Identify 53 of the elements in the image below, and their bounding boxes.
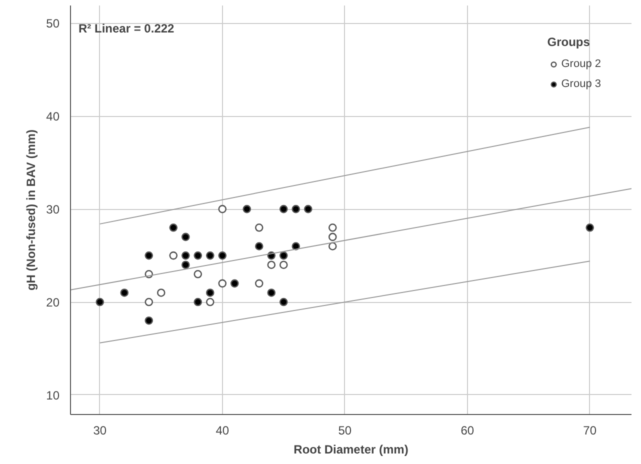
legend-label: Group 2 [561, 58, 601, 70]
point [230, 279, 239, 288]
y-axis-title: gH (Non-fused) in BAV (mm) [24, 129, 38, 291]
point [181, 232, 190, 242]
point [206, 298, 214, 306]
point [181, 260, 190, 269]
point [120, 288, 129, 297]
point [267, 260, 276, 269]
point [304, 204, 312, 214]
y-tick-label: 40 [46, 110, 60, 124]
point [218, 251, 227, 260]
point [218, 279, 227, 288]
point [242, 204, 252, 214]
point [328, 232, 337, 242]
annotation: R² Linear = 0.222 [78, 22, 175, 36]
point [194, 270, 202, 278]
point [254, 279, 264, 288]
legend-title: Groups [547, 35, 591, 49]
x-tick-label: 30 [93, 424, 107, 438]
y-tick-label: 50 [46, 16, 60, 31]
point [169, 251, 178, 260]
point [254, 242, 264, 250]
point [279, 251, 288, 260]
point [206, 251, 214, 260]
point [267, 288, 276, 297]
y-tick-label: 30 [46, 202, 60, 217]
point [144, 251, 154, 260]
point [144, 316, 154, 325]
point [218, 204, 227, 214]
x-tick-label: 50 [338, 424, 352, 438]
point [279, 298, 288, 306]
x-axis-title: Root Diameter (mm) [294, 442, 408, 456]
y-tick-label: 10 [46, 388, 60, 402]
x-tick-label: 70 [583, 424, 597, 438]
x-tick-label: 40 [216, 424, 230, 438]
point [328, 242, 337, 250]
point [254, 224, 264, 232]
x-tick-label: 60 [460, 424, 474, 438]
point [279, 260, 288, 269]
point [279, 204, 288, 214]
y-tick-label: 20 [46, 296, 60, 310]
point [328, 224, 337, 232]
point [206, 288, 214, 297]
point [96, 298, 104, 306]
point [194, 251, 202, 260]
point [586, 224, 594, 232]
point [144, 298, 154, 306]
point [169, 224, 178, 232]
legend-label: Group 3 [561, 78, 601, 90]
point [156, 288, 166, 297]
point [194, 298, 202, 306]
point [181, 251, 190, 260]
point [292, 204, 300, 214]
